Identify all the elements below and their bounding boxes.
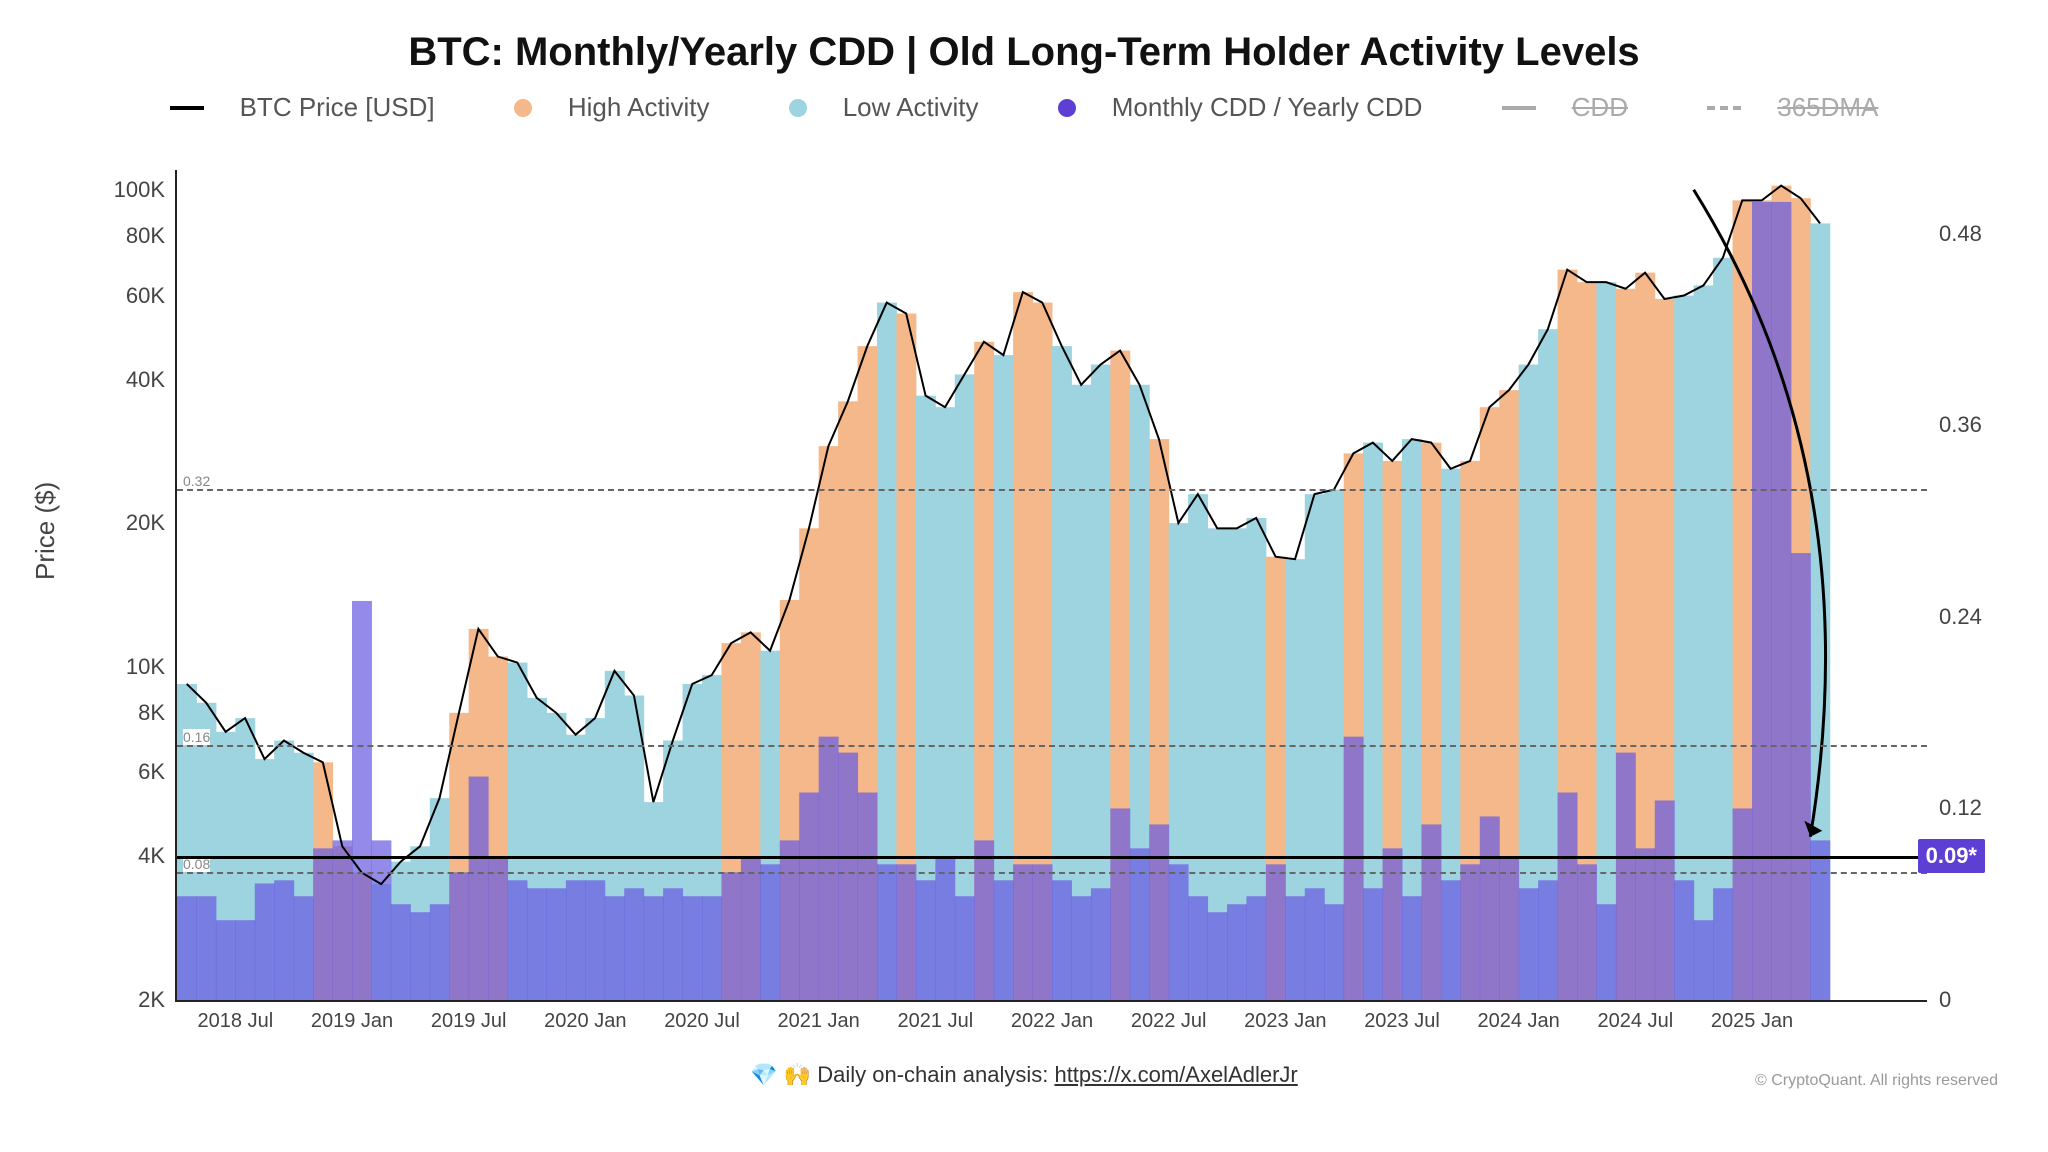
ytick-left: 4K: [138, 843, 177, 869]
legend-cdd-off: CDD: [1484, 91, 1646, 121]
xtick: 2024 Jan: [1478, 1000, 1560, 1033]
ytick-right: 0.12: [1927, 795, 1982, 821]
xtick: 2025 Jan: [1711, 1000, 1793, 1033]
ytick-left: 2K: [138, 987, 177, 1013]
ytick-right: 0.48: [1927, 221, 1982, 247]
chart-wrap: BTC: Monthly/Yearly CDD | Old Long-Term …: [0, 0, 2048, 1152]
xtick: 2021 Jul: [898, 1000, 974, 1033]
legend-dma-off: 365DMA: [1689, 91, 1896, 121]
ytick-left: 40K: [126, 367, 177, 393]
xtick: 2023 Jan: [1244, 1000, 1326, 1033]
legend-cdd: Monthly CDD / Yearly CDD: [1040, 91, 1441, 121]
legend-low: Low Activity: [771, 91, 997, 121]
xtick: 2022 Jul: [1131, 1000, 1207, 1033]
plot-area: CryptoQuant 2K4K6K8K10K20K40K60K80K100K0…: [175, 170, 1927, 1002]
ytick-left: 10K: [126, 654, 177, 680]
footer-prefix: 💎 🙌 Daily on-chain analysis:: [750, 1062, 1054, 1087]
copyright: © CryptoQuant. All rights reserved: [1755, 1072, 1998, 1090]
xtick: 2018 Jul: [198, 1000, 274, 1033]
xtick: 2020 Jul: [664, 1000, 740, 1033]
xtick: 2019 Jan: [311, 1000, 393, 1033]
ytick-right: 0.36: [1927, 412, 1982, 438]
xtick: 2021 Jan: [778, 1000, 860, 1033]
reference-line: 0.08: [177, 872, 1927, 874]
ytick-right: 0: [1927, 987, 1951, 1013]
legend-price: BTC Price [USD]: [152, 91, 453, 121]
footer: 💎 🙌 Daily on-chain analysis: https://x.c…: [0, 1062, 2048, 1088]
price-line-layer: [177, 170, 1927, 1000]
footer-link[interactable]: https://x.com/AxelAdlerJr: [1054, 1062, 1297, 1087]
xtick: 2024 Jul: [1598, 1000, 1674, 1033]
value-callout: 0.09*: [1918, 839, 1985, 873]
legend-high: High Activity: [496, 91, 728, 121]
ytick-left: 100K: [114, 177, 177, 203]
reference-line: 0.32: [177, 489, 1927, 491]
y-axis-label: Price ($): [30, 482, 61, 580]
ytick-left: 8K: [138, 700, 177, 726]
ytick-left: 6K: [138, 759, 177, 785]
chart-title: BTC: Monthly/Yearly CDD | Old Long-Term …: [0, 30, 2048, 75]
xtick: 2020 Jan: [544, 1000, 626, 1033]
legend: BTC Price [USD] High Activity Low Activi…: [0, 90, 2048, 123]
reference-line: [177, 856, 1927, 859]
reference-line: 0.16: [177, 745, 1927, 747]
ytick-right: 0.24: [1927, 604, 1982, 630]
ytick-left: 80K: [126, 223, 177, 249]
xtick: 2022 Jan: [1011, 1000, 1093, 1033]
ytick-left: 60K: [126, 283, 177, 309]
xtick: 2023 Jul: [1364, 1000, 1440, 1033]
xtick: 2019 Jul: [431, 1000, 507, 1033]
ytick-left: 20K: [126, 510, 177, 536]
